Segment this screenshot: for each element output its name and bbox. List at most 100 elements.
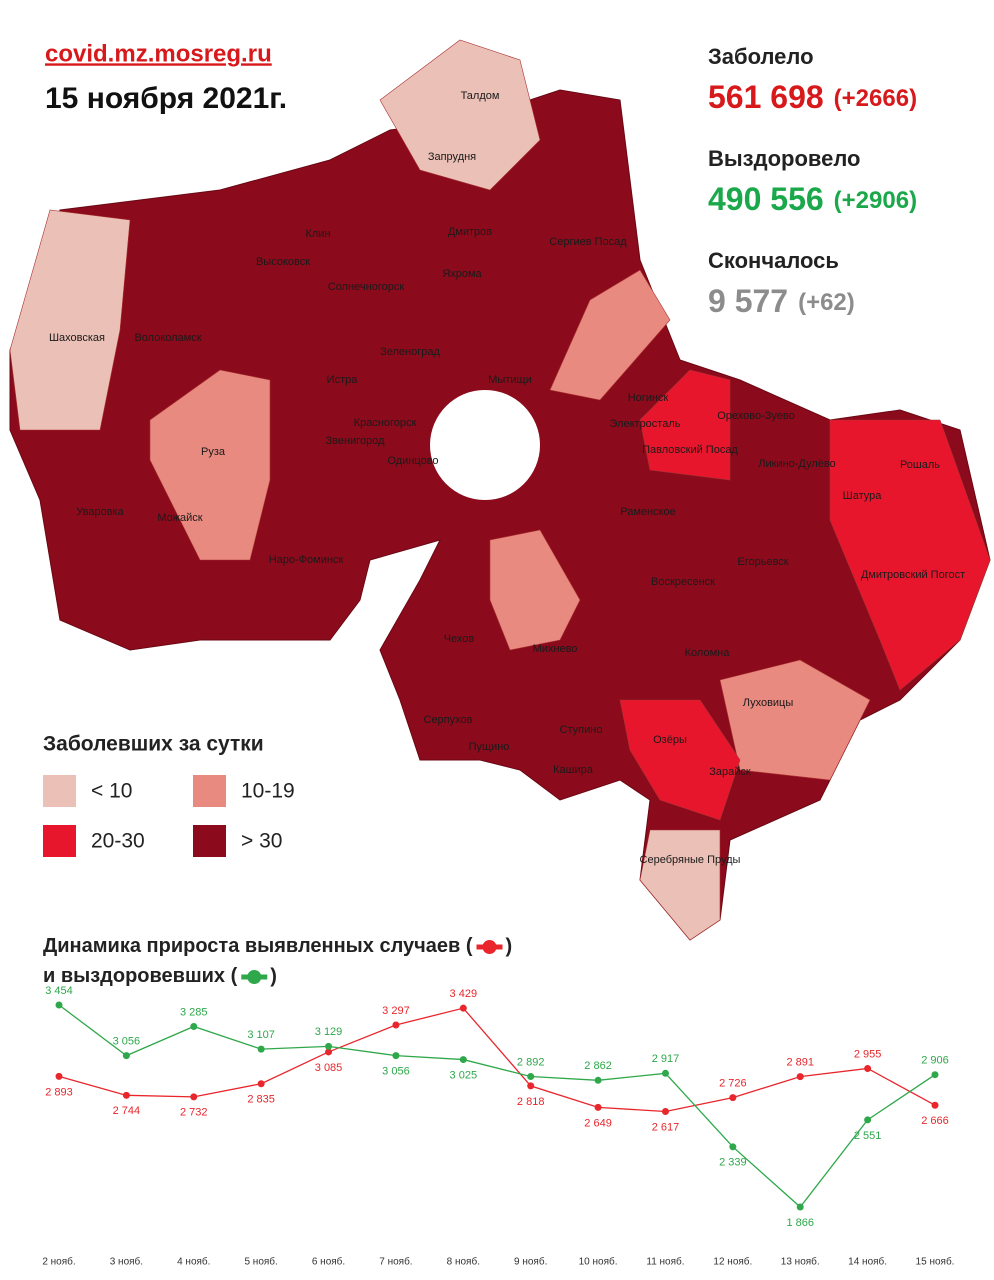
legend-swatch <box>43 775 76 807</box>
city-label: Пущино <box>469 741 510 753</box>
city-label: Звенигород <box>325 435 385 447</box>
data-label: 2 551 <box>854 1130 882 1142</box>
data-label: 2 617 <box>652 1121 680 1133</box>
region-mid <box>549 269 671 401</box>
city-label: Серебряные Пруды <box>640 854 741 866</box>
data-point <box>796 1073 804 1081</box>
data-point <box>864 1064 872 1072</box>
data-label: 3 297 <box>382 1005 410 1017</box>
region-light <box>639 829 721 941</box>
x-tick-label: 7 нояб. <box>379 1256 412 1268</box>
city-label: Шатура <box>843 490 883 502</box>
region-high <box>829 419 991 691</box>
data-point <box>594 1103 602 1111</box>
city-label: Ногинск <box>628 392 669 404</box>
data-label: 2 818 <box>517 1096 545 1108</box>
city-label: Высоковск <box>256 256 310 268</box>
stats: Заболело 561 698 (+2666) Выздоровело 490 556… <box>708 44 917 320</box>
city-label: Запрудня <box>428 151 476 163</box>
stat-label: Скончалось <box>708 248 839 273</box>
data-point <box>459 1004 467 1012</box>
stat-value: 9 577 (+62) <box>708 283 855 319</box>
data-point <box>729 1094 737 1102</box>
stat-value: 561 698 (+2666) <box>708 79 917 115</box>
data-point <box>931 1101 939 1109</box>
data-point <box>55 1072 63 1080</box>
data-label: 2 666 <box>921 1115 949 1127</box>
data-label: 1 866 <box>786 1217 814 1229</box>
legend-swatch <box>43 825 76 857</box>
data-point <box>661 1107 669 1115</box>
city-label: Сергиев Посад <box>549 236 627 248</box>
data-point <box>55 1001 63 1009</box>
x-tick-label: 13 нояб. <box>781 1256 820 1268</box>
chart-title-text: ) <box>506 935 513 957</box>
line-chart: 2 нояб. 3 нояб. 4 нояб. 5 нояб. 6 нояб. 7 ноя… <box>42 985 954 1268</box>
city-label: Луховицы <box>743 697 794 709</box>
legend-label: > 30 <box>241 830 282 853</box>
data-point <box>864 1116 872 1124</box>
city-label: Электросталь <box>610 418 681 430</box>
data-label: 2 726 <box>719 1078 747 1090</box>
title-icon <box>247 970 262 984</box>
stat-number: 561 698 <box>708 79 824 115</box>
date: 15 ноября 2021г. <box>45 82 287 115</box>
data-point <box>796 1203 804 1211</box>
city-label: Яхрома <box>442 268 482 280</box>
city-label: Зарайск <box>709 766 751 778</box>
stat-delta: (+2906) <box>834 187 917 214</box>
data-label: 2 891 <box>786 1057 814 1069</box>
city-label: Дмитров <box>448 226 492 238</box>
data-point <box>459 1056 467 1064</box>
legend-swatch <box>193 775 226 807</box>
data-label: 3 056 <box>382 1066 410 1078</box>
data-label: 3 085 <box>315 1062 343 1074</box>
city-label: Чехов <box>444 633 475 645</box>
city-label: Павловский Посад <box>642 444 738 456</box>
region-light <box>9 209 131 431</box>
series-line <box>58 1007 936 1113</box>
data-point <box>190 1022 198 1030</box>
city-label: Коломна <box>685 647 731 659</box>
chart-title-text: и выздоровевших ( <box>43 965 238 987</box>
data-point <box>527 1072 535 1080</box>
x-tick-label: 6 нояб. <box>312 1256 345 1268</box>
city-label: Михнево <box>533 643 578 655</box>
data-label: 3 454 <box>45 985 73 997</box>
map: Талдом Запрудня Клин Дмитров Сергиев Посад Вы… <box>9 39 991 941</box>
data-label: 3 056 <box>113 1036 141 1048</box>
data-label: 2 732 <box>180 1107 208 1119</box>
city-label: Рошаль <box>900 459 940 471</box>
x-tick-label: 10 нояб. <box>579 1256 618 1268</box>
stat-number: 9 577 <box>708 283 788 319</box>
city-label: Истра <box>327 374 359 386</box>
legend-label: 10-19 <box>241 780 295 803</box>
data-point <box>190 1093 198 1101</box>
legend-label: < 10 <box>91 780 132 803</box>
data-label: 2 892 <box>517 1056 545 1068</box>
stat-number: 490 556 <box>708 181 824 217</box>
city-label: Озёры <box>653 734 687 746</box>
city-label: Волоколамск <box>134 332 201 344</box>
data-point <box>325 1048 333 1056</box>
data-point <box>527 1082 535 1090</box>
region-high <box>619 699 741 821</box>
city-label: Можайск <box>157 512 202 524</box>
data-label: 2 906 <box>921 1055 949 1067</box>
chart-title: Динамика прироста выявленных случаев ( <box>43 935 473 957</box>
city-label: Талдом <box>461 90 500 102</box>
region-mid <box>489 529 581 651</box>
data-label: 3 107 <box>247 1029 275 1041</box>
city-label: Уваровка <box>76 506 124 518</box>
x-tick-label: 3 нояб. <box>110 1256 143 1268</box>
x-tick-label: 9 нояб. <box>514 1256 547 1268</box>
data-point <box>729 1143 737 1151</box>
region-high <box>639 369 731 481</box>
x-tick-label: 12 нояб. <box>713 1256 752 1268</box>
region-mid <box>149 369 271 561</box>
x-tick-label: 15 нояб. <box>916 1256 955 1268</box>
x-tick-label: 14 нояб. <box>848 1256 887 1268</box>
legend-title: Заболевших за сутки <box>43 733 264 756</box>
city-label: Одинцово <box>387 455 438 467</box>
